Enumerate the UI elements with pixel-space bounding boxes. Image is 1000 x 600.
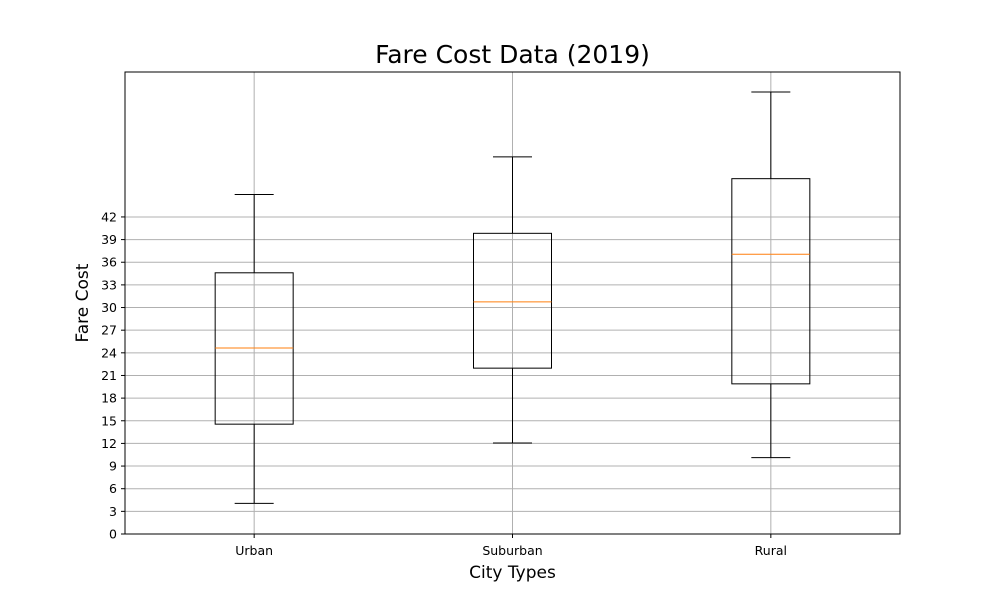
box-urban [214, 194, 294, 504]
y-tick-label: 12 [101, 436, 117, 451]
y-tick-label: 21 [101, 368, 117, 383]
x-axis-label: City Types [469, 563, 556, 583]
chart-title: Fare Cost Data (2019) [375, 40, 650, 69]
y-axis-label: Fare Cost [73, 263, 93, 342]
y-tick-label: 15 [101, 413, 117, 428]
y-tick-label: 39 [101, 232, 117, 247]
y-tick-label: 36 [101, 255, 117, 270]
y-tick-label: 3 [109, 504, 117, 519]
x-tick-label: Urban [235, 543, 273, 558]
y-tick-label: 24 [101, 345, 117, 360]
y-tick-label: 30 [101, 300, 117, 315]
y-tick-label: 18 [101, 391, 117, 406]
y-tick-label: 9 [109, 459, 117, 474]
iqr-box [473, 232, 552, 369]
y-tick-label: 6 [109, 481, 117, 496]
box-layer [214, 91, 811, 504]
x-tick-label: Rural [755, 543, 787, 558]
box-rural [731, 91, 811, 459]
y-tick-label: 0 [109, 527, 117, 542]
x-tick-label: Suburban [482, 543, 542, 558]
box-suburban [473, 156, 552, 444]
y-tick-label: 42 [101, 209, 117, 224]
y-tick-label: 27 [101, 323, 117, 338]
iqr-box [731, 178, 811, 385]
y-tick-label: 33 [101, 277, 117, 292]
